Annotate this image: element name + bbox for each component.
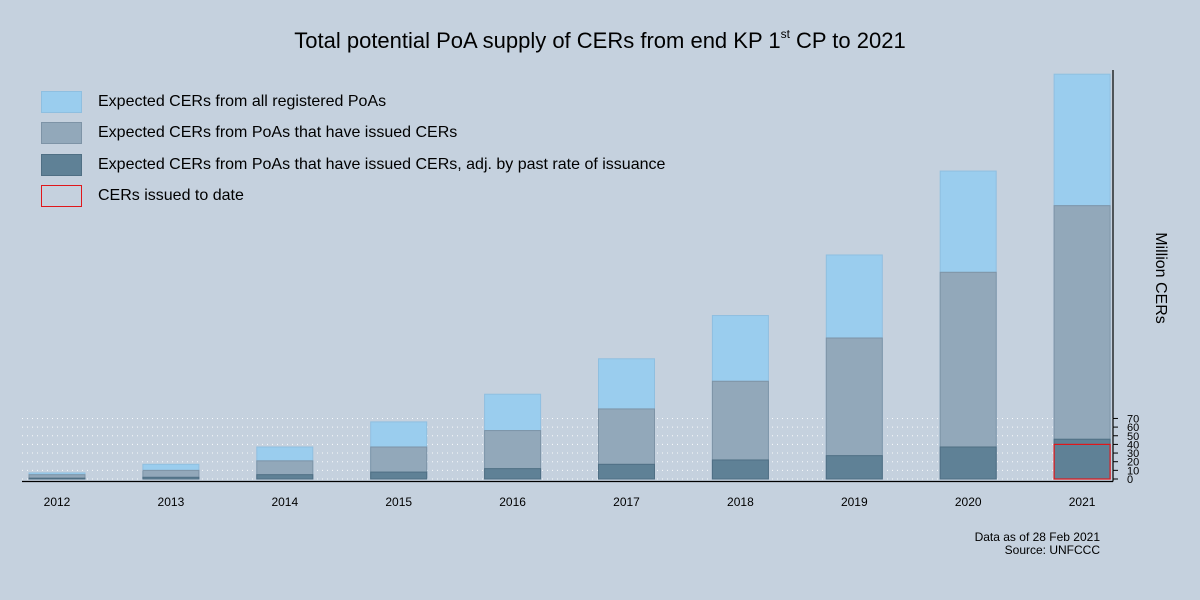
data-date-note: Data as of 28 Feb 2021 [974,530,1100,544]
bar [939,271,997,480]
legend-swatch [41,122,82,145]
source-note: Source: UNFCCC [1004,543,1100,557]
bar-issued-outline [1053,443,1111,480]
legend-swatch [41,153,82,176]
legend-item: CERs issued to date [41,181,665,213]
legend-label: CERs issued to date [98,187,244,205]
bar [256,474,314,480]
y-axis-label: Million CERs [1152,232,1169,324]
x-tick-label: 2020 [955,495,982,509]
bar [1053,205,1111,480]
chart-legend: Expected CERs from all registered PoAs E… [41,86,665,212]
y-tick-label: 40 [1127,439,1139,451]
x-tick-label: 2018 [727,495,754,509]
bar [711,459,769,480]
legend-item: Expected CERs from PoAs that have issued… [41,149,665,181]
x-tick-label: 2017 [613,495,640,509]
x-tick-label: 2016 [499,495,526,509]
x-tick-label: 2021 [1069,495,1096,509]
chart-title: Total potential PoA supply of CERs from … [294,26,906,53]
bar [825,455,883,480]
legend-label: Expected CERs from all registered PoAs [98,92,387,110]
y-tick-label: 60 [1127,422,1139,434]
bar [28,477,86,480]
y-tick-label: 50 [1127,431,1139,443]
x-tick-label: 2019 [841,495,868,509]
y-tick-label: 20 [1127,457,1139,469]
x-tick-label: 2015 [385,495,412,509]
bar [1053,438,1111,480]
x-tick-label: 2012 [44,495,71,509]
legend-swatch [41,185,82,208]
legend-item: Expected CERs from PoAs that have issued… [41,118,665,150]
bar [939,446,997,480]
x-tick-label: 2014 [271,495,298,509]
legend-label: Expected CERs from PoAs that have issued… [98,124,458,142]
x-tick-label: 2013 [158,495,185,509]
legend-item: Expected CERs from all registered PoAs [41,86,665,118]
legend-label: Expected CERs from PoAs that have issued… [98,155,666,173]
bar [484,468,542,480]
legend-swatch [41,90,82,113]
bar [370,471,428,480]
bar [598,463,655,480]
y-tick-label: 70 [1127,413,1139,425]
y-tick-label: 30 [1127,448,1139,460]
y-tick-label: 0 [1127,474,1133,486]
bar [142,476,200,480]
y-tick-label: 10 [1127,465,1139,477]
